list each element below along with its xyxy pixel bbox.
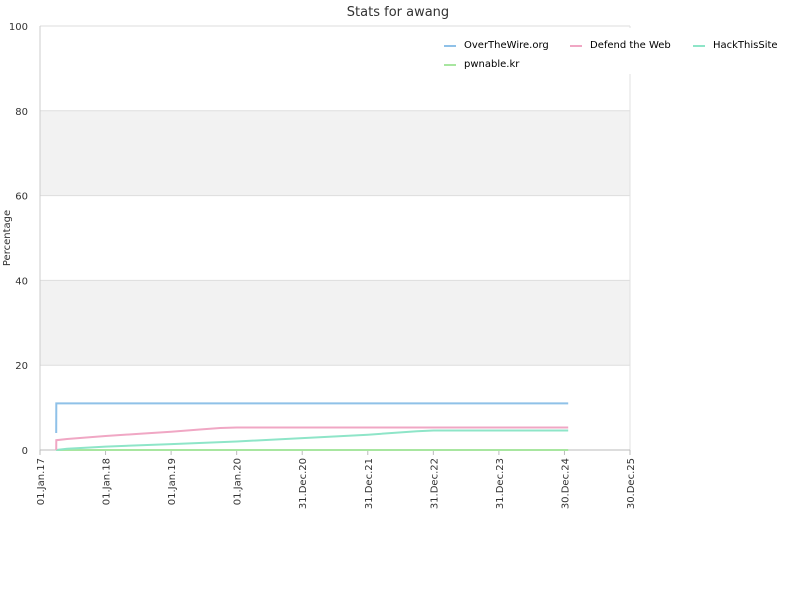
- x-tick-label: 31.Dec.21: [364, 458, 375, 509]
- y-tick-label: 60: [15, 192, 28, 203]
- y-axis-ticks: 0 20 40 60 80 100: [9, 22, 28, 457]
- chart-title: Stats for awang: [347, 5, 449, 20]
- legend-item: pwnable.kr: [464, 59, 520, 70]
- x-tick-label: 30.Dec.24: [560, 458, 571, 509]
- grid-lines: [40, 25, 630, 366]
- legend-item: HackThisSite: [713, 40, 778, 51]
- legend-background: [432, 28, 794, 74]
- x-tick-label: 01.Jan.19: [167, 458, 178, 505]
- y-axis-label: Percentage: [2, 210, 13, 266]
- legend-item: Defend the Web: [590, 40, 671, 51]
- x-tick-label: 01.Jan.18: [102, 458, 113, 505]
- band-20-40: [40, 280, 630, 365]
- y-tick-label: 80: [15, 107, 28, 118]
- series-lines: [55, 402, 569, 451]
- y-tick-label: 0: [22, 446, 28, 457]
- x-tick-label: 31.Dec.23: [495, 458, 506, 509]
- x-tick-label: 30.Dec.25: [626, 458, 637, 509]
- x-tick-label: 01.Jan.20: [233, 458, 244, 505]
- band-60-80: [40, 111, 630, 196]
- y-tick-label: 40: [15, 276, 28, 287]
- x-tick-label: 01.Jan.17: [36, 458, 47, 505]
- legend-item: OverTheWire.org: [464, 40, 549, 51]
- x-tick-label: 31.Dec.20: [298, 458, 309, 509]
- x-axis-ticks: 01.Jan.17 01.Jan.18 01.Jan.19 01.Jan.20 31.D…: [36, 450, 637, 509]
- x-tick-label: 31.Dec.22: [429, 458, 440, 509]
- series-line: [55, 402, 569, 434]
- series-line: [56, 429, 569, 451]
- y-tick-label: 20: [15, 361, 28, 372]
- series-line: [55, 426, 569, 451]
- legend: OverTheWire.org Defend the Web HackThisSit…: [444, 40, 778, 70]
- y-tick-label: 100: [9, 22, 28, 33]
